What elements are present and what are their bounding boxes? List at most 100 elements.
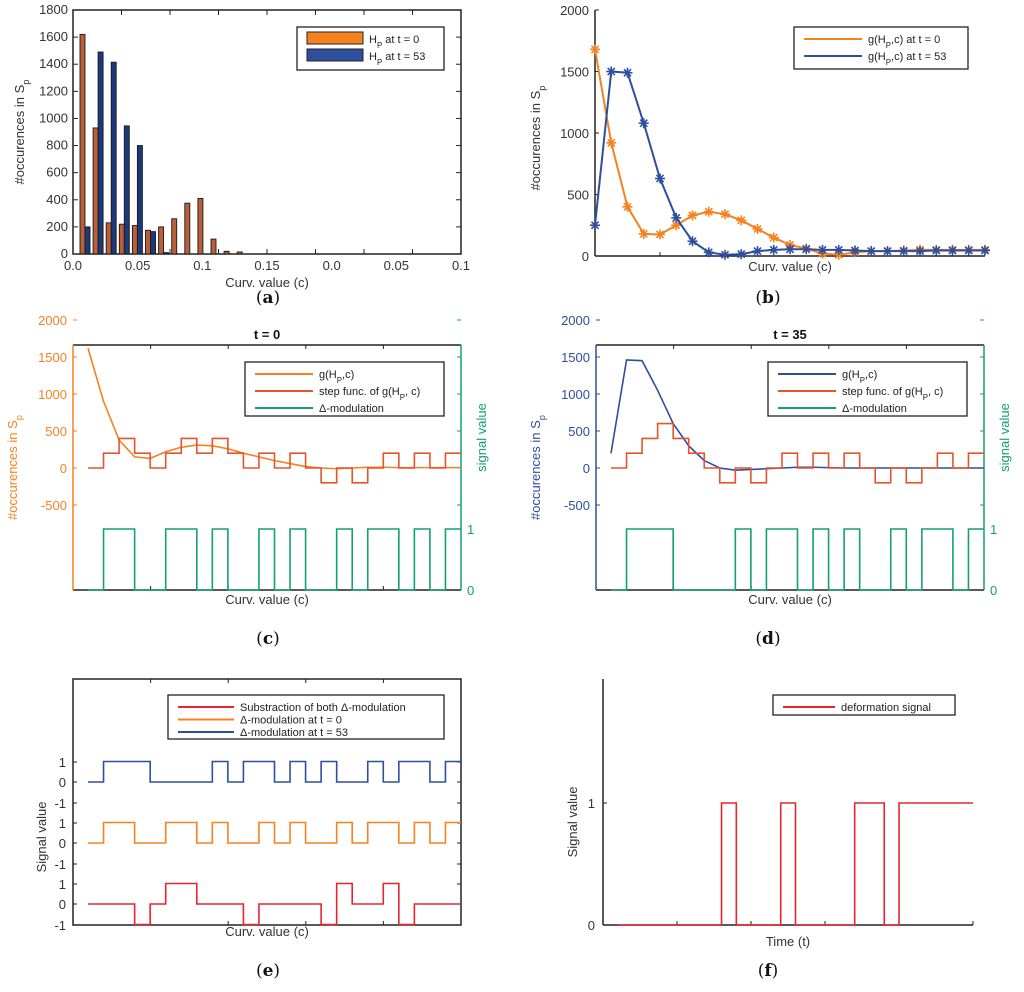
bar-t0 [210, 238, 217, 255]
x-axis-label: Curv. value (c) [748, 259, 832, 274]
series-delta-modulation [611, 528, 984, 591]
data-point-marker [964, 246, 973, 255]
y-tick-label: 1400 [39, 56, 68, 71]
y-tick-label: 1000 [561, 387, 590, 402]
data-point-marker [704, 248, 713, 257]
x-tick-label: 0.0 [323, 258, 341, 273]
bar-t53 [110, 61, 117, 255]
panel-caption-d: (d) [755, 629, 780, 649]
y-right-tick-label: 1 [990, 522, 997, 537]
y-tick-label: 1 [59, 755, 66, 770]
y-tick-label: 0 [583, 461, 590, 476]
bar-t53 [84, 226, 91, 255]
series-delta-modulation [88, 528, 461, 591]
chart-b: 0 500 1000 1500 2000 #occurences in Sp Curv. v… [528, 3, 990, 274]
y-tick-label: 800 [46, 138, 68, 153]
plot-frame [72, 678, 462, 926]
chart-c: -500 0 500 1000 1500 2000 0 1 t = 0 #occurences i… [5, 313, 489, 607]
bar-t0 [158, 226, 165, 255]
legend: g(HP,c) at t = 0g(HP,c) at t = 53 [793, 26, 969, 70]
bar-t0 [236, 251, 243, 255]
data-point-marker [704, 207, 713, 216]
panel-caption-e: (e) [256, 961, 280, 981]
bar-t0 [184, 202, 191, 255]
legend-box [772, 694, 956, 716]
legend: HP at t = 0HP at t = 53 [296, 26, 445, 71]
y-right-tick-label: 1 [467, 522, 474, 537]
data-point-marker [720, 250, 730, 259]
x-axis-label: Curv. value (c) [748, 592, 832, 607]
x-tick-label: 0.05 [384, 258, 409, 273]
data-point-marker [737, 250, 746, 259]
legend-label: g(HP,c) [319, 369, 354, 385]
data-point-marker [720, 210, 730, 219]
data-point-marker [883, 246, 892, 256]
legend-label: deformation signal [841, 702, 931, 714]
y-tick-label: 2000 [560, 3, 589, 18]
legend-label: g(HP,c) [842, 369, 877, 385]
y-axis-label: Signal value [34, 802, 49, 873]
caption-label: (b) [755, 288, 780, 308]
y-tick-label: 0 [59, 897, 66, 912]
y-tick-label: -500 [41, 498, 67, 513]
legend-swatch [306, 31, 364, 45]
chart-e: -1 0 1 -1 0 1 -1 0 1 Signal value Curv. value (c) S… [34, 678, 462, 939]
legend: g(HP,c)step func. of g(HP, c)Δ-modulatio… [767, 361, 968, 417]
caption-label: (f) [758, 961, 779, 981]
x-tick-label: 0.0 [64, 258, 82, 273]
y-tick-label: 1200 [39, 83, 68, 98]
y-tick-label: 0 [588, 918, 595, 933]
data-point-marker [785, 245, 795, 254]
legend-label: Δ-modulation [319, 403, 384, 415]
panel-caption-b: (b) [755, 288, 780, 308]
chart-a: 0.0 0.05 0.1 0.15 0.0 0.05 0.1 0 200 400 600 800 100… [12, 2, 470, 290]
y-tick-label: 0 [61, 246, 68, 261]
data-point-marker [753, 224, 762, 234]
chart-title: t = 35 [773, 327, 807, 342]
y-axis-label: #occurences in Sp [5, 415, 24, 520]
y-tick-label: 1 [59, 816, 66, 831]
x-axis-label: Curv. value (c) [225, 275, 309, 290]
data-point-marker [655, 174, 665, 183]
y-tick-label: 200 [46, 219, 68, 234]
series-line-t0 [594, 49, 985, 256]
y-axis-label: #occurences in Sp [528, 415, 547, 520]
data-point-marker [948, 246, 957, 255]
series-line-t53 [594, 70, 985, 256]
y-tick-label: 0 [60, 461, 67, 476]
bar-t0 [131, 225, 138, 255]
bar-t0 [92, 127, 99, 255]
chart-f: 0 1 Signal value Time (t) deformation signal [565, 679, 974, 949]
y-tick-label: 1000 [39, 110, 68, 125]
x-tick-label: 0.05 [125, 258, 150, 273]
y-tick-label: 1800 [39, 2, 68, 17]
y-tick-label: -500 [564, 498, 590, 513]
bar-t53 [123, 125, 130, 255]
data-point-marker [769, 233, 778, 242]
data-point-marker [932, 246, 941, 255]
y-right-tick-label: 0 [990, 583, 997, 598]
y-right-tick-label: 0 [467, 583, 474, 598]
legend: deformation signal [772, 694, 956, 716]
bar-t0 [171, 218, 178, 255]
legend-box [793, 26, 969, 70]
x-axis-label: Curv. value (c) [225, 924, 309, 939]
data-point-marker [737, 216, 746, 225]
legend-label: HP at t = 0 [369, 34, 419, 50]
data-point-marker [688, 237, 697, 246]
data-point-marker [590, 221, 600, 230]
y-axis-label: #occurences in Sp [528, 86, 547, 191]
caption-label: (a) [256, 288, 280, 308]
y-tick-label: 1 [588, 796, 595, 811]
y-tick-label: 2000 [561, 313, 590, 328]
bar-t0 [197, 197, 204, 255]
legend-label: HP at t = 53 [369, 51, 425, 67]
legend-label: Substraction of both Δ-modulation [240, 702, 406, 714]
y-tick-label: 1500 [561, 350, 590, 365]
panel-caption-f: (f) [758, 961, 779, 981]
data-point-marker [623, 68, 632, 77]
legend-label: Δ-modulation at t = 0 [240, 715, 342, 727]
data-point-marker [688, 211, 697, 220]
bar-t53 [136, 145, 143, 255]
